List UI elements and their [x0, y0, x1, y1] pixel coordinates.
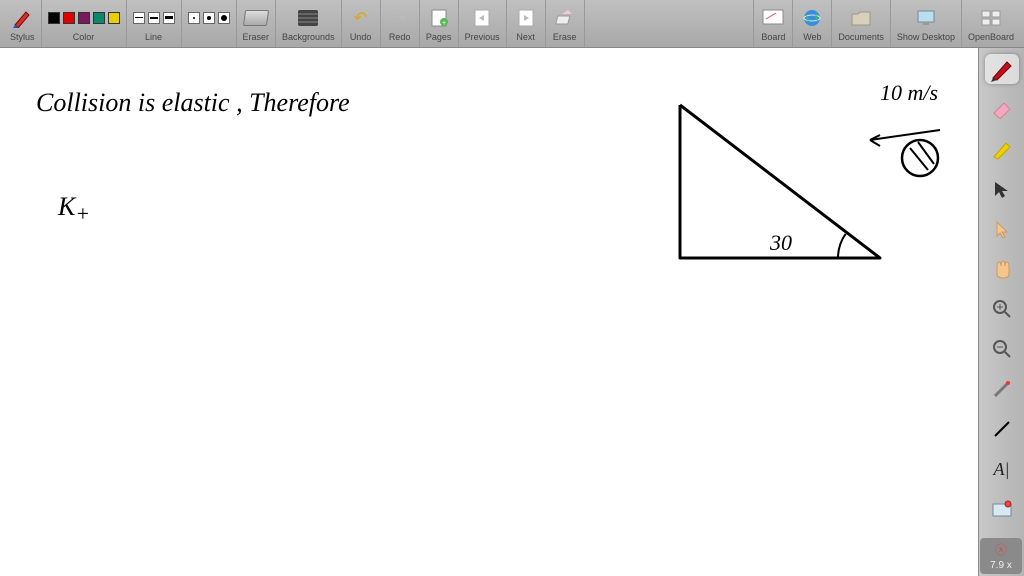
zoom-out-tool[interactable] — [985, 334, 1019, 364]
next-icon — [513, 5, 539, 31]
stylus-label: Stylus — [10, 32, 35, 42]
line-width-swatch[interactable] — [163, 12, 175, 24]
svg-text:+: + — [442, 20, 446, 27]
web-label: Web — [803, 32, 821, 42]
undo-label: Undo — [350, 32, 372, 42]
pen-tool[interactable] — [985, 54, 1019, 84]
zoom-value: 7.9 x — [990, 560, 1012, 571]
web-icon — [799, 5, 825, 31]
show-desktop-icon — [913, 5, 939, 31]
line-width-swatch[interactable] — [133, 12, 145, 24]
previous-group[interactable]: Previous — [459, 0, 507, 47]
openboard-label: OpenBoard — [968, 32, 1014, 42]
backgrounds-label: Backgrounds — [282, 32, 335, 42]
eraser-tool[interactable] — [985, 94, 1019, 124]
documents-label: Documents — [838, 32, 884, 42]
eraser-size-swatch[interactable] — [218, 12, 230, 24]
eraser-group[interactable]: Eraser — [237, 0, 277, 47]
openboard-icon — [978, 5, 1004, 31]
eraser-icon — [243, 10, 269, 26]
whiteboard-canvas[interactable]: Collision is elastic , Therefore K+ 30 1… — [0, 48, 978, 576]
board-label: Board — [761, 32, 785, 42]
canvas-drawing — [0, 48, 978, 576]
angle-label: 30 — [770, 230, 792, 256]
web-group[interactable]: Web — [793, 0, 832, 47]
top-toolbar: Stylus Color Line Eraser Backgrounds ↶ U… — [0, 0, 1024, 48]
text-tool[interactable]: A| — [985, 454, 1019, 484]
board-group[interactable]: Board — [754, 0, 793, 47]
toolbar-spacer — [585, 0, 755, 47]
undo-icon: ↶ — [348, 5, 374, 31]
handwriting-text-2: K+ — [58, 192, 90, 227]
previous-icon — [469, 5, 495, 31]
color-swatch[interactable] — [108, 12, 120, 24]
next-label: Next — [516, 32, 535, 42]
color-swatch[interactable] — [93, 12, 105, 24]
stylus-icon — [12, 8, 32, 28]
color-group[interactable]: Color — [42, 0, 127, 47]
line-group[interactable]: Line — [127, 0, 182, 47]
dot-group[interactable] — [182, 0, 237, 47]
capture-tool[interactable] — [985, 494, 1019, 524]
close-zoom-icon[interactable]: ⓧ — [995, 541, 1007, 558]
line-tool[interactable] — [985, 414, 1019, 444]
pages-icon: + — [426, 5, 452, 31]
erase-icon — [552, 5, 578, 31]
line-label: Line — [145, 32, 162, 42]
velocity-label: 10 m/s — [880, 80, 938, 106]
eraser-size-swatch[interactable] — [188, 12, 200, 24]
handwriting-text-1: Collision is elastic , Therefore — [36, 88, 350, 118]
eraser-label: Eraser — [243, 32, 270, 42]
zoom-in-tool[interactable] — [985, 294, 1019, 324]
dot-label — [207, 32, 210, 42]
undo-group[interactable]: ↶ Undo — [342, 0, 381, 47]
pages-label: Pages — [426, 32, 452, 42]
pointer-tool[interactable] — [985, 214, 1019, 244]
backgrounds-group[interactable]: Backgrounds — [276, 0, 342, 47]
show-desktop-label: Show Desktop — [897, 32, 955, 42]
selector-tool[interactable] — [985, 174, 1019, 204]
redo-group[interactable]: ↷ Redo — [381, 0, 420, 47]
redo-label: Redo — [389, 32, 411, 42]
documents-icon — [848, 5, 874, 31]
erase-group[interactable]: Erase — [546, 0, 585, 47]
color-swatch[interactable] — [48, 12, 60, 24]
hand-tool[interactable] — [985, 254, 1019, 284]
show-desktop-group[interactable]: Show Desktop — [891, 0, 962, 47]
previous-label: Previous — [465, 32, 500, 42]
board-icon — [760, 5, 786, 31]
right-toolbar: A| — [978, 48, 1024, 576]
zoom-indicator[interactable]: ⓧ 7.9 x — [980, 538, 1022, 574]
openboard-group[interactable]: OpenBoard — [962, 0, 1020, 47]
redo-icon: ↷ — [387, 5, 413, 31]
line-width-swatch[interactable] — [148, 12, 160, 24]
backgrounds-icon — [295, 5, 321, 31]
erase-label: Erase — [553, 32, 577, 42]
color-label: Color — [73, 32, 95, 42]
marker-tool[interactable] — [985, 134, 1019, 164]
stylus-group[interactable]: Stylus — [4, 0, 42, 47]
pages-group[interactable]: + Pages — [420, 0, 459, 47]
documents-group[interactable]: Documents — [832, 0, 891, 47]
laser-tool[interactable] — [985, 374, 1019, 404]
eraser-size-swatch[interactable] — [203, 12, 215, 24]
color-swatch[interactable] — [63, 12, 75, 24]
next-group[interactable]: Next — [507, 0, 546, 47]
color-swatch[interactable] — [78, 12, 90, 24]
